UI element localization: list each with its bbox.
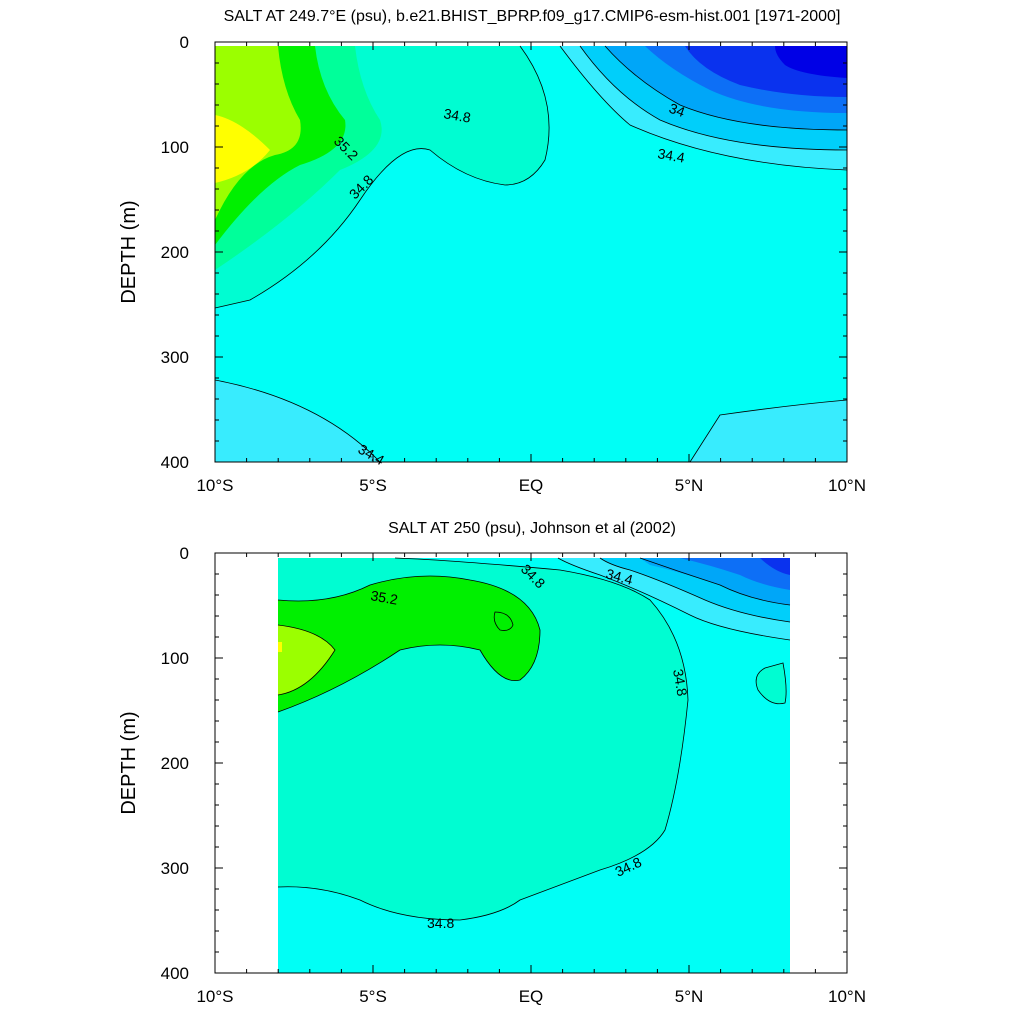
panel-2-plot-area: 35.2 34.8 34.4 34.8 34.8 34.8 (277, 557, 791, 973)
y-tick-label: 100 (161, 649, 189, 668)
panel-1: SALT AT 249.7°E (psu), b.e21.BHIST_BPRP.… (118, 8, 866, 495)
x-tick-label: 10°S (196, 476, 233, 495)
contour-fill-33.4 (775, 46, 847, 78)
panel-2: SALT AT 250 (psu), Johnson et al (2002) (118, 520, 866, 1006)
contour-fill-35.2 (278, 576, 540, 712)
contour-fill-35.4 (215, 46, 301, 220)
contour-fill-35.4 (278, 625, 335, 695)
x-tick-label: EQ (519, 476, 544, 495)
x-tick-label: 10°S (196, 987, 233, 1006)
x-tick-label: 10°N (828, 987, 866, 1006)
panel-1-plot-area: 35.2 34.8 34.8 34 34.4 34.4 (214, 45, 848, 468)
contour-label: 34.8 (670, 668, 691, 698)
contour-label: 34 (667, 100, 687, 120)
contour-fill-33.6 (760, 558, 790, 575)
y-tick-label: 0 (180, 33, 189, 52)
y-tick-label: 0 (180, 544, 189, 563)
panel-1-contour-lines (214, 45, 848, 463)
contour-label: 35.2 (369, 587, 399, 608)
panel-2-axes: 10°S 5°S EQ 5°N 10°N 0 100 200 300 400 (161, 544, 866, 1006)
x-tick-label: 10°N (828, 476, 866, 495)
contour-fill-35.4-core (278, 642, 282, 652)
contour-label: 34.4 (604, 565, 635, 588)
panel-2-y-axis-label: DEPTH (m) (118, 711, 140, 814)
contour-label: 34.8 (442, 105, 472, 126)
y-tick-label: 400 (161, 964, 189, 983)
x-tick-label: 5°N (675, 987, 704, 1006)
contour-label: 34.4 (656, 145, 686, 166)
x-tick-label: 5°S (359, 476, 387, 495)
panel-1-y-axis-label: DEPTH (m) (118, 200, 140, 303)
y-tick-label: 200 (161, 243, 189, 262)
contour-fill-33.8 (680, 558, 790, 590)
x-tick-label: EQ (519, 987, 544, 1006)
y-tick-label: 400 (161, 453, 189, 472)
y-tick-label: 200 (161, 754, 189, 773)
y-tick-label: 300 (161, 859, 189, 878)
panel-2-contour-lines (277, 557, 791, 921)
contour-fill-34.8-east (756, 663, 787, 704)
contour-fill-35.6 (215, 115, 270, 183)
x-tick-label: 5°N (675, 476, 704, 495)
x-tick-label: 5°S (359, 987, 387, 1006)
y-tick-label: 100 (161, 138, 189, 157)
contour-label: 34.8 (427, 915, 454, 931)
contour-fill-34.6 (278, 558, 790, 973)
panel-1-axes: 10°S 5°S EQ 5°N 10°N 0 100 200 300 400 (161, 33, 866, 495)
panel-1-title: SALT AT 249.7°E (psu), b.e21.BHIST_BPRP.… (224, 8, 841, 25)
y-tick-label: 300 (161, 348, 189, 367)
panel-2-title: SALT AT 250 (psu), Johnson et al (2002) (388, 520, 676, 537)
